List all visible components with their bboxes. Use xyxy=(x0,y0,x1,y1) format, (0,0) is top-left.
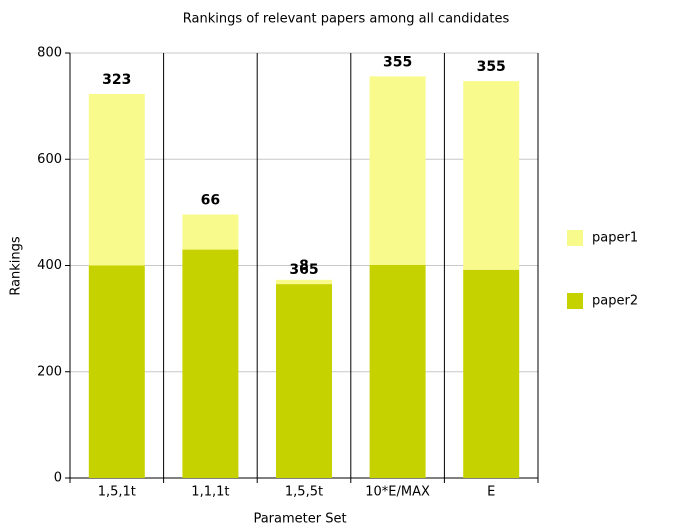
bar-segment xyxy=(182,214,239,250)
bar-segment xyxy=(369,264,426,478)
value-label: 355 xyxy=(477,59,506,75)
value-label: 365 xyxy=(289,262,318,278)
legend-swatch xyxy=(567,230,583,246)
chart-title: Rankings of relevant papers among all ca… xyxy=(183,12,510,27)
y-axis-label: Rankings xyxy=(9,236,24,296)
x-tick-label: E xyxy=(487,485,495,500)
y-tick-label: 0 xyxy=(54,471,62,486)
value-label: 323 xyxy=(102,72,131,88)
y-tick-label: 600 xyxy=(37,152,62,167)
legend-swatch xyxy=(567,293,583,309)
legend-label: paper2 xyxy=(592,294,638,309)
x-tick-label: 1,1,1t xyxy=(191,485,229,500)
y-tick-label: 200 xyxy=(37,364,62,379)
bar-segment xyxy=(463,81,520,270)
bar-segment xyxy=(276,279,332,285)
y-tick-label: 400 xyxy=(37,258,62,273)
x-axis-label: Parameter Set xyxy=(253,512,346,527)
legend-label: paper1 xyxy=(592,231,638,246)
bar-segment xyxy=(88,265,145,478)
x-tick-label: 1,5,1t xyxy=(98,485,136,500)
bar-segment xyxy=(463,269,520,478)
x-tick-label: 1,5,5t xyxy=(285,485,323,500)
value-label: 66 xyxy=(201,193,220,209)
x-tick-label: 10*E/MAX xyxy=(365,485,430,500)
value-label: 355 xyxy=(383,54,412,70)
bar-segment xyxy=(276,284,332,478)
bar-segment xyxy=(369,76,426,265)
y-tick-label: 800 xyxy=(37,46,62,61)
bar-segment xyxy=(88,93,145,266)
value-label: 8 xyxy=(299,258,309,274)
bar-segment xyxy=(182,249,239,478)
